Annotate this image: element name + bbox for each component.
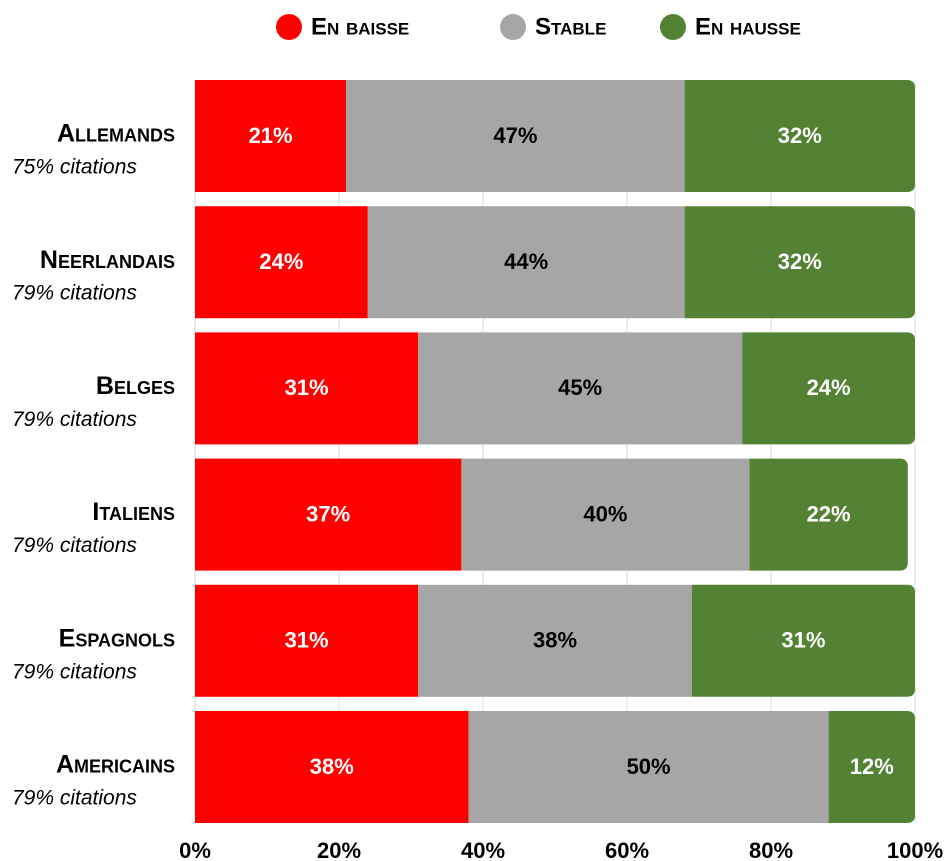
legend-label: En hausse xyxy=(695,13,801,40)
bar-segment xyxy=(195,80,347,192)
category-label: Allemands xyxy=(57,120,175,148)
value-label: 31% xyxy=(285,628,329,653)
bar-segment xyxy=(461,458,750,571)
value-label: 12% xyxy=(850,754,894,779)
bar-segment xyxy=(195,458,462,571)
value-label: 50% xyxy=(627,754,671,779)
bar-segment xyxy=(418,584,692,697)
category-note: 79% citations xyxy=(12,787,137,810)
category-note: 79% citations xyxy=(12,282,137,305)
x-tick-label: 60% xyxy=(605,838,649,861)
value-label: 38% xyxy=(310,754,354,779)
x-tick-label: 0% xyxy=(179,838,211,861)
value-label: 47% xyxy=(493,123,537,148)
bar-segment xyxy=(195,206,368,319)
category-label: Belges xyxy=(96,372,175,400)
bar-segment xyxy=(195,584,419,697)
x-tick-label: 40% xyxy=(461,838,505,861)
legend-swatch xyxy=(276,14,302,40)
bar-segment xyxy=(742,332,915,445)
category-note: 79% citations xyxy=(12,660,137,683)
category-label: Espagnols xyxy=(59,624,175,652)
value-label: 37% xyxy=(306,501,350,526)
x-tick-label: 100% xyxy=(887,838,943,861)
value-label: 32% xyxy=(778,249,822,274)
legend-swatch xyxy=(660,14,686,40)
value-label: 22% xyxy=(807,501,851,526)
bar-segment xyxy=(195,711,469,823)
x-tick-label: 20% xyxy=(317,838,361,861)
category-label: Italiens xyxy=(92,498,175,526)
value-label: 24% xyxy=(807,375,851,400)
value-label: 40% xyxy=(583,501,627,526)
category-note: 79% citations xyxy=(12,408,137,431)
value-label: 45% xyxy=(558,375,602,400)
legend-label: En baisse xyxy=(311,13,409,40)
bar-segment xyxy=(367,206,685,319)
value-label: 44% xyxy=(504,249,548,274)
category-label: Americains xyxy=(56,751,175,779)
value-label: 32% xyxy=(778,123,822,148)
bar-segment xyxy=(418,332,743,445)
legend-swatch xyxy=(500,14,526,40)
bar-segment xyxy=(346,80,685,192)
value-label: 31% xyxy=(781,628,825,653)
category-label: Neerlandais xyxy=(40,246,175,274)
bar-segment xyxy=(684,206,915,319)
bar-segment xyxy=(468,711,829,823)
x-tick-label: 80% xyxy=(749,838,793,861)
bar-segment xyxy=(828,711,915,823)
value-label: 38% xyxy=(533,628,577,653)
bar-segment xyxy=(195,332,419,445)
bar-segment xyxy=(684,80,915,192)
category-note: 79% citations xyxy=(12,534,137,557)
value-label: 21% xyxy=(249,123,293,148)
value-label: 31% xyxy=(285,375,329,400)
bar-segment xyxy=(691,584,915,697)
category-note: 75% citations xyxy=(12,156,137,179)
value-label: 24% xyxy=(259,249,303,274)
bar-segment xyxy=(749,458,908,571)
legend-label: Stable xyxy=(535,13,606,40)
